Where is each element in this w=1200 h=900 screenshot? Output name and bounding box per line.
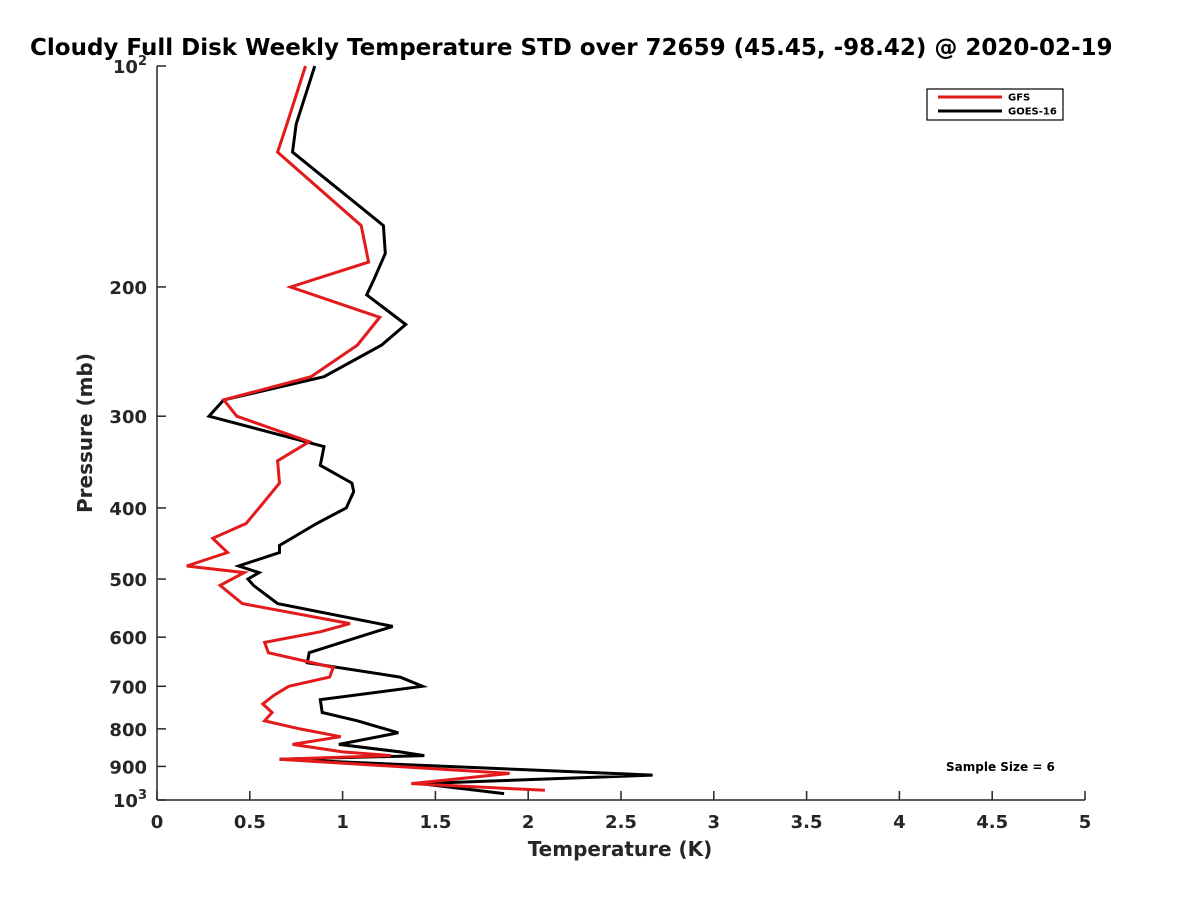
y-tick-label: 900 <box>109 757 147 778</box>
y-axis: 102 200 300 400 500 600 700 800 900 103 <box>109 54 166 812</box>
x-axis: 0 0.5 1 1.5 2 2.5 3 3.5 4 4.5 5 <box>151 791 1092 833</box>
x-tick-label: 4.5 <box>976 812 1008 833</box>
x-tick-label: 3 <box>708 812 721 833</box>
x-tick-label: 4 <box>893 812 906 833</box>
x-tick-label: 3.5 <box>791 812 823 833</box>
sample-size-annotation: Sample Size = 6 <box>946 760 1055 774</box>
y-tick-label: 102 <box>113 54 147 78</box>
x-tick-label: 2.5 <box>605 812 637 833</box>
x-tick-label: 0.5 <box>234 812 266 833</box>
series-line-goes-16 <box>206 65 653 796</box>
series-layer <box>186 65 653 796</box>
y-tick-label: 700 <box>109 677 147 698</box>
legend-label-goes-16: GOES-16 <box>1008 107 1057 118</box>
legend-box <box>926 88 1064 121</box>
x-tick-label: 0 <box>151 812 164 833</box>
y-tick-label: 300 <box>109 407 147 428</box>
x-tick-label: 5 <box>1079 812 1092 833</box>
y-tick-label: 200 <box>109 278 147 299</box>
chart-title: Cloudy Full Disk Weekly Temperature STD … <box>30 35 1113 61</box>
x-tick-label: 2 <box>522 812 535 833</box>
y-tick-label: 500 <box>109 570 147 591</box>
x-axis-label: Temperature (K) <box>528 837 713 861</box>
y-tick-label: 103 <box>113 788 147 812</box>
x-tick-label: 1.5 <box>419 812 451 833</box>
y-tick-label: 600 <box>109 628 147 649</box>
legend-label-gfs: GFS <box>1008 93 1030 104</box>
series-line-gfs <box>186 65 545 792</box>
y-tick-label: 400 <box>109 499 147 520</box>
y-axis-label: Pressure (mb) <box>73 353 97 513</box>
x-tick-label: 1 <box>336 812 349 833</box>
y-tick-label: 800 <box>109 720 147 741</box>
legend: GFS GOES-16 <box>926 88 1064 121</box>
plot-area <box>156 66 1085 801</box>
